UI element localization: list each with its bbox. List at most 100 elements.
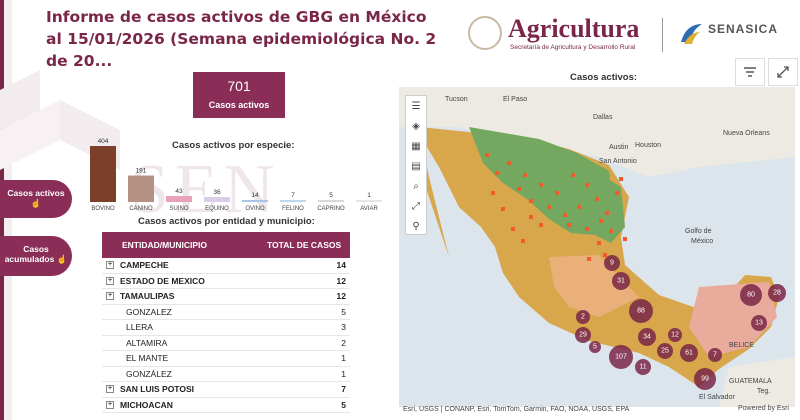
case-marker[interactable]	[523, 173, 527, 177]
cluster-circle[interactable]	[629, 299, 653, 323]
header-logos: Agricultura Secretaría de Agricultura y …	[460, 10, 800, 60]
table-row-municipality[interactable]: GONZÁLEZ 1	[102, 367, 350, 382]
bar-category-label: AVIAR	[360, 206, 378, 212]
cluster-circle[interactable]	[680, 344, 698, 362]
table-row-municipality[interactable]: ALTAMIRA 2	[102, 336, 350, 351]
powered-by-esri[interactable]: Powered by Esri	[738, 405, 789, 412]
active-cases-kpi: 701 Casos activos	[193, 72, 285, 118]
cluster-circle[interactable]	[751, 315, 767, 331]
case-marker[interactable]	[603, 253, 607, 257]
case-marker[interactable]	[517, 187, 521, 191]
case-marker[interactable]	[529, 199, 533, 203]
expand-icon[interactable]: +	[106, 276, 114, 285]
bar-ovino[interactable]	[242, 200, 268, 202]
cluster-circle[interactable]	[635, 359, 651, 375]
expand-icon[interactable]: +	[106, 261, 114, 270]
active-cases-button[interactable]: Casos activos ☝	[0, 180, 72, 218]
case-marker[interactable]	[539, 183, 543, 187]
table-row-municipality[interactable]: EL MANTE 1	[102, 351, 350, 367]
case-marker[interactable]	[605, 211, 609, 215]
map-place-label: México	[691, 238, 713, 245]
cluster-count: 80	[747, 292, 755, 299]
case-marker[interactable]	[511, 227, 515, 231]
table-row-entity[interactable]: + TAMAULIPAS 12	[102, 289, 350, 305]
cases-map[interactable]: Tucson El Paso Dallas Austin Houston San Anto…	[399, 87, 795, 407]
expand-icon[interactable]: +	[106, 292, 114, 301]
case-marker[interactable]	[567, 223, 571, 227]
case-marker[interactable]	[547, 205, 551, 209]
case-marker[interactable]	[585, 227, 589, 231]
case-marker[interactable]	[585, 183, 589, 187]
bar-equino[interactable]	[204, 197, 230, 202]
column-entity-header[interactable]: ENTIDAD/MUNICIPIO	[122, 240, 207, 250]
table-row-entity[interactable]: + CAMPECHE 14	[102, 258, 350, 274]
page-title: Informe de casos activos de GBG en Méxic…	[46, 8, 437, 70]
case-marker[interactable]	[587, 257, 591, 261]
cluster-circle[interactable]	[576, 310, 590, 324]
cluster-circle[interactable]	[638, 328, 656, 346]
search-icon[interactable]: ⌕	[413, 180, 419, 192]
cluster-circle[interactable]	[612, 272, 630, 290]
bar-felino[interactable]	[280, 200, 306, 202]
cluster-circle[interactable]	[589, 341, 601, 353]
row-name: + MICHOACAN	[102, 400, 302, 410]
menu-icon[interactable]: ☰	[411, 100, 421, 112]
table-row-municipality[interactable]: GONZALEZ 5	[102, 305, 350, 320]
grid-icon[interactable]: ▤	[411, 160, 421, 172]
case-marker[interactable]	[485, 153, 489, 157]
cluster-circle[interactable]	[575, 327, 591, 343]
case-marker[interactable]	[609, 229, 613, 233]
cluster-circle[interactable]	[668, 328, 682, 342]
cumulative-cases-button[interactable]: Casos acumulados ☝	[0, 236, 72, 276]
row-name-text: TAMAULIPAS	[120, 291, 175, 302]
cluster-circle[interactable]	[604, 255, 620, 271]
case-marker[interactable]	[555, 191, 559, 195]
case-marker[interactable]	[501, 207, 505, 211]
case-marker[interactable]	[619, 177, 623, 181]
bar-canino[interactable]	[128, 175, 154, 202]
case-marker[interactable]	[563, 213, 567, 217]
case-marker[interactable]	[539, 223, 543, 227]
cluster-count: 11	[639, 364, 646, 371]
table-row-entity[interactable]: + ESTADO DE MEXICO 12	[102, 274, 350, 289]
case-marker[interactable]	[597, 241, 601, 245]
table-row-municipality[interactable]: LLERA 3	[102, 320, 350, 336]
row-value: 14	[336, 260, 346, 271]
bar-bovino[interactable]	[90, 146, 116, 202]
bar-value-label: 1	[367, 192, 371, 199]
case-marker[interactable]	[491, 191, 495, 195]
bar-suino[interactable]	[166, 196, 192, 202]
case-marker[interactable]	[623, 237, 627, 241]
case-marker[interactable]	[577, 205, 581, 209]
case-marker[interactable]	[507, 161, 511, 165]
case-marker[interactable]	[599, 219, 603, 223]
cluster-circle[interactable]	[708, 348, 722, 362]
cluster-circle[interactable]	[657, 343, 673, 359]
case-marker[interactable]	[615, 191, 619, 195]
case-marker[interactable]	[521, 239, 525, 243]
map-canvas[interactable]: Tucson El Paso Dallas Austin Houston San Anto…	[399, 87, 795, 407]
case-marker[interactable]	[529, 215, 533, 219]
expand-icon[interactable]: +	[106, 385, 114, 394]
case-marker[interactable]	[571, 173, 575, 177]
table-row-entity[interactable]: + MICHOACAN 5	[102, 398, 350, 413]
cluster-circle[interactable]	[768, 284, 786, 302]
expand-icon[interactable]: +	[106, 400, 114, 409]
case-marker[interactable]	[595, 197, 599, 201]
bar-caprino[interactable]	[318, 200, 344, 202]
case-marker[interactable]	[495, 171, 499, 175]
column-total-header[interactable]: TOTAL DE CASOS	[267, 240, 342, 250]
expand-button[interactable]	[768, 58, 798, 86]
zoom-icon[interactable]: ⤢	[412, 200, 420, 212]
qr-icon[interactable]: ▦	[411, 140, 421, 152]
map-place-label: Teg.	[757, 388, 770, 395]
user-icon[interactable]: ⚲	[412, 220, 420, 232]
cluster-circle[interactable]	[609, 345, 633, 369]
layers-icon[interactable]: ◈	[412, 120, 420, 132]
table-row-entity[interactable]: + SAN LUIS POTOSI 7	[102, 382, 350, 398]
cluster-circle[interactable]	[740, 284, 762, 306]
cluster-count: 5	[593, 344, 597, 351]
bar-aviar[interactable]	[356, 200, 382, 202]
cluster-circle[interactable]	[694, 368, 716, 390]
filter-button[interactable]	[735, 58, 765, 86]
